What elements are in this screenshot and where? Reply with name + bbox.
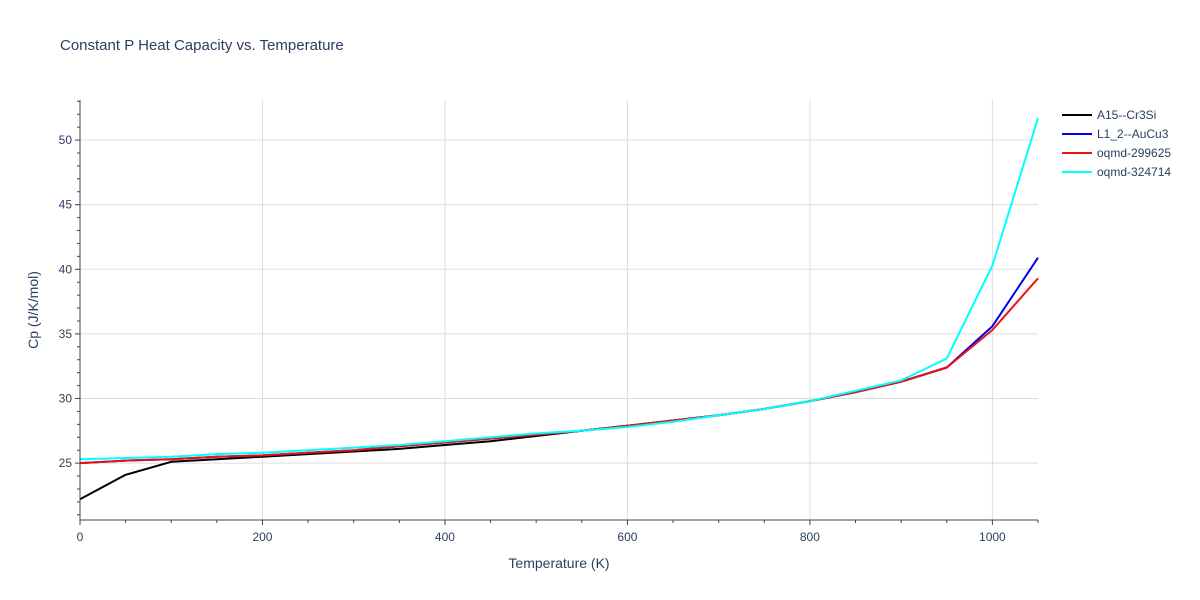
y-tick-label: 40 bbox=[59, 262, 73, 276]
x-tick-label: 800 bbox=[800, 530, 820, 544]
axes bbox=[75, 100, 1039, 525]
y-tick-label: 25 bbox=[59, 456, 73, 470]
legend-label: A15--Cr3Si bbox=[1097, 108, 1156, 122]
y-tick-label: 45 bbox=[59, 198, 73, 212]
y-tick-label: 30 bbox=[59, 392, 73, 406]
legend-label: oqmd-299625 bbox=[1097, 146, 1171, 160]
tick-labels: 0 200 400 600 800 1000 25 30 35 40 45 50 bbox=[59, 133, 1006, 544]
legend-item[interactable]: oqmd-324714 bbox=[1062, 165, 1171, 179]
legend-item[interactable]: A15--Cr3Si bbox=[1062, 108, 1156, 122]
grid bbox=[80, 100, 1038, 520]
y-tick-label: 35 bbox=[59, 327, 73, 341]
x-tick-label: 400 bbox=[435, 530, 455, 544]
legend-label: oqmd-324714 bbox=[1097, 165, 1171, 179]
y-axis-title: Cp (J/K/mol) bbox=[25, 271, 41, 349]
legend[interactable]: A15--Cr3Si L1_2--AuCu3 oqmd-299625 oqmd-324… bbox=[1062, 108, 1171, 179]
chart-title: Constant P Heat Capacity vs. Temperature bbox=[60, 37, 344, 54]
y-tick-label: 50 bbox=[59, 133, 73, 147]
x-tick-label: 1000 bbox=[979, 530, 1006, 544]
x-tick-label: 200 bbox=[252, 530, 272, 544]
series-layer bbox=[79, 117, 1039, 501]
series-line-oqmd-324714[interactable] bbox=[79, 117, 1039, 461]
legend-label: L1_2--AuCu3 bbox=[1097, 127, 1169, 141]
x-axis-title: Temperature (K) bbox=[508, 555, 609, 571]
legend-item[interactable]: L1_2--AuCu3 bbox=[1062, 127, 1169, 141]
legend-item[interactable]: oqmd-299625 bbox=[1062, 146, 1171, 160]
x-tick-label: 600 bbox=[617, 530, 637, 544]
x-tick-label: 0 bbox=[77, 530, 84, 544]
